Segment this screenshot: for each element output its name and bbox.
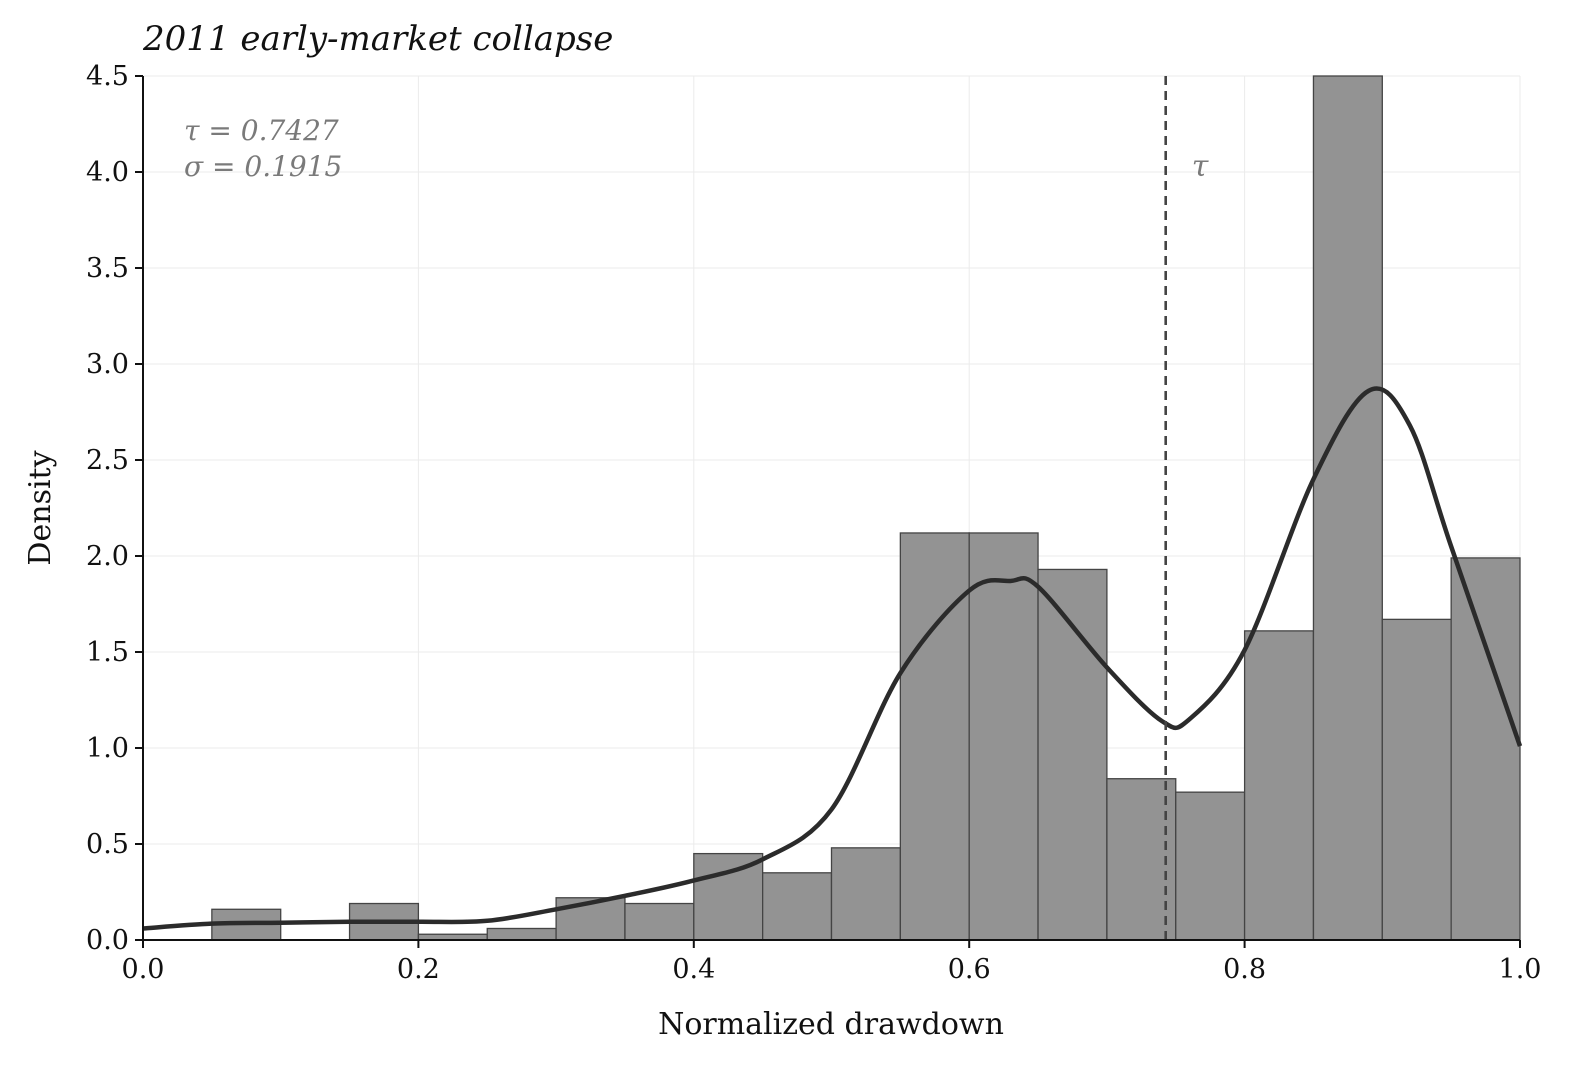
x-tick-label-3: 0.6 <box>948 954 991 985</box>
x-axis-ticks: 0.0 0.2 0.4 0.6 0.8 1.0 <box>122 940 1542 985</box>
y-tick-label-7: 3.5 <box>86 253 129 284</box>
y-tick-label-2: 1.0 <box>86 733 129 764</box>
y-tick-label-8: 4.0 <box>86 157 129 188</box>
histogram-bar-9 <box>762 872 833 941</box>
axes <box>142 76 1520 941</box>
x-tick-label-2: 0.4 <box>672 954 715 985</box>
y-tick-label-9: 4.5 <box>86 61 129 92</box>
y-tick-label-3: 1.5 <box>86 637 129 668</box>
histogram-bar-11 <box>899 532 970 941</box>
chart-title: 2011 early-market collapse <box>142 19 613 59</box>
kde-curve <box>142 386 1523 931</box>
histogram-bar-17 <box>1312 75 1383 941</box>
histogram-bar-15 <box>1175 791 1246 941</box>
y-tick-label-6: 3.0 <box>86 349 129 380</box>
histogram-bar-10 <box>830 847 901 941</box>
histogram-bar-18 <box>1381 618 1452 941</box>
threshold-label: τ <box>1192 149 1209 184</box>
y-tick-label-0: 0.0 <box>86 925 129 956</box>
y-tick-label-1: 0.5 <box>86 829 129 860</box>
x-tick-label-4: 0.8 <box>1223 954 1266 985</box>
y-axis-label: Density <box>23 450 58 565</box>
histogram-bar-19 <box>1450 557 1521 941</box>
y-axis-ticks: 0.0 0.5 1.0 1.5 2.0 2.5 3.0 3.5 4.0 4.5 <box>86 61 143 956</box>
histogram-bar-12 <box>968 532 1039 941</box>
histogram-bar-8 <box>693 852 764 941</box>
histogram-bar-14 <box>1106 778 1177 941</box>
histogram-bar-5 <box>486 927 557 941</box>
x-tick-label-0: 0.0 <box>122 954 165 985</box>
histogram-bar-7 <box>624 902 695 941</box>
tau-annotation: τ = 0.7427 <box>184 114 339 147</box>
x-tick-label-1: 0.2 <box>397 954 440 985</box>
y-tick-label-5: 2.5 <box>86 445 129 476</box>
x-axis-label: Normalized drawdown <box>658 1007 1004 1042</box>
y-tick-label-4: 2.0 <box>86 541 129 572</box>
x-tick-label-5: 1.0 <box>1499 954 1542 985</box>
histogram-bars <box>211 75 1521 941</box>
sigma-annotation: σ = 0.1915 <box>184 150 342 183</box>
grid-lines <box>142 75 1521 941</box>
histogram-bar-16 <box>1243 630 1315 941</box>
histogram-bar-13 <box>1037 568 1108 941</box>
